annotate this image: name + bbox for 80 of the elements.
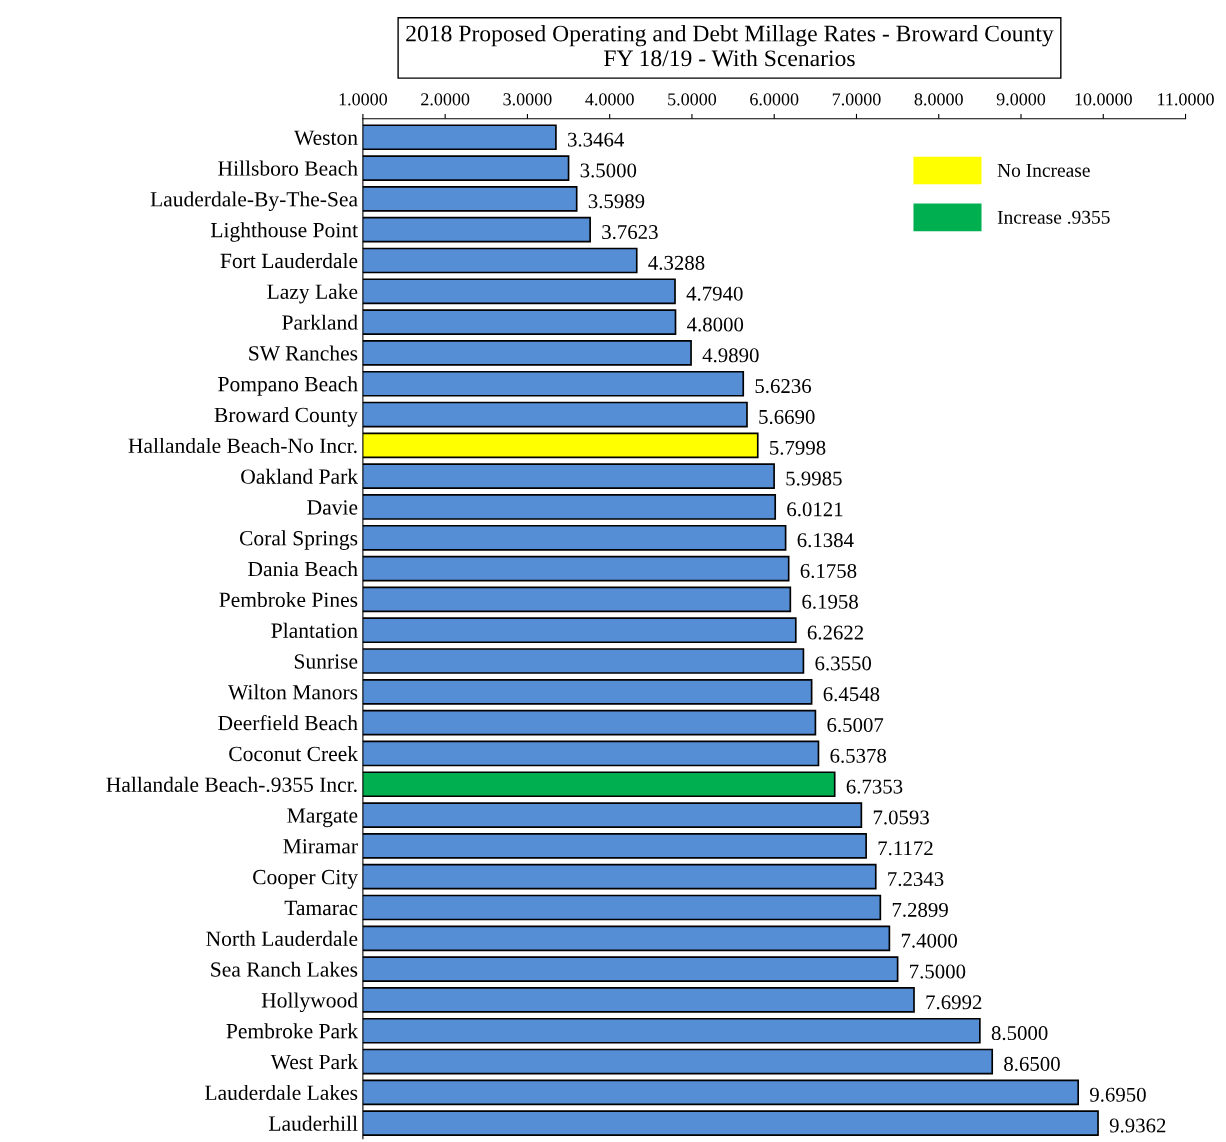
y-tick-label: Sunrise [294, 654, 358, 669]
data-label: 6.7353 [846, 779, 903, 794]
x-tick-label: 6.0000 [750, 93, 799, 106]
data-label: 6.0121 [787, 502, 843, 517]
data-label: 3.5989 [588, 194, 645, 209]
y-tick-label: Lighthouse Point [210, 222, 358, 242]
x-tick-label: 11.0000 [1158, 93, 1214, 106]
y-tick-label: Lauderdale-By-The-Sea [150, 191, 358, 211]
x-tick-label: 10.0000 [1075, 93, 1132, 106]
data-label: 6.5007 [827, 717, 884, 733]
x-tick-label: 9.0000 [996, 93, 1046, 106]
x-tick-label: 7.0000 [832, 93, 881, 106]
data-label: 6.3550 [815, 656, 872, 671]
data-label: 8.5000 [991, 1026, 1048, 1041]
y-tick-label: Miramar [283, 839, 358, 854]
y-tick-label: Margate [287, 808, 358, 828]
y-tick-label: Deerfield Beach [218, 714, 358, 731]
data-label: 7.0593 [873, 810, 929, 825]
y-tick-label: West Park [270, 1054, 359, 1070]
data-label: 5.9985 [786, 471, 842, 486]
data-label: 6.4548 [823, 687, 880, 702]
data-label: 7.6992 [926, 995, 982, 1010]
y-tick-label: Hallandale Beach-No Incr. [128, 437, 357, 454]
data-label: 5.7998 [770, 440, 826, 455]
y-tick-label: SW Ranches [249, 345, 358, 361]
data-label: 5.6236 [755, 379, 812, 394]
data-label: 8.6500 [1004, 1056, 1060, 1072]
y-tick-label: Pembroke Park [226, 1023, 359, 1039]
data-label: 5.6690 [759, 409, 815, 425]
y-tick-label: Cooper City [253, 869, 358, 889]
data-label: 7.2899 [892, 902, 948, 917]
data-label: 9.6950 [1089, 1087, 1146, 1102]
y-tick-label: Fort Lauderdale [220, 253, 358, 269]
x-tick-label: 3.0000 [503, 93, 552, 106]
y-tick-label: Weston [294, 130, 358, 146]
y-tick-label: Hollywood [261, 992, 358, 1013]
data-label: 4.7940 [686, 286, 743, 301]
y-tick-label: Coconut Creek [229, 745, 359, 762]
data-label: 7.1172 [878, 841, 933, 856]
y-tick-label: Oakland Park [241, 468, 359, 484]
y-tick-label: Plantation [271, 622, 358, 638]
y-tick-label: Wilton Manors [227, 684, 358, 700]
y-tick-label: Sea Ranch Lakes [211, 961, 358, 977]
data-label: 6.1758 [800, 563, 857, 579]
data-label: 6.1958 [802, 594, 858, 609]
legend-label: No Increase [997, 163, 1090, 177]
y-tick-label: Parkland [282, 314, 358, 330]
y-tick-label: Pembroke Pines [219, 591, 358, 608]
data-label: 3.3464 [568, 132, 624, 147]
data-label: 4.8000 [687, 317, 744, 332]
y-tick-label: Lauderdale Lakes [205, 1084, 358, 1101]
x-tick-label: 4.0000 [585, 93, 634, 106]
data-label: 4.9890 [702, 348, 759, 363]
data-label: 6.1384 [797, 533, 854, 548]
y-tick-label: Pompano Beach [218, 376, 358, 396]
y-tick-label: Lauderhill [268, 1115, 358, 1131]
data-label: 6.2622 [807, 625, 864, 640]
data-label: 9.9362 [1109, 1118, 1166, 1133]
data-label: 3.7623 [602, 225, 658, 240]
legend-label: Increase .9355 [997, 210, 1110, 224]
y-tick-label: Broward County [214, 407, 358, 427]
data-label: 4.3288 [648, 255, 705, 270]
data-label: 3.5000 [580, 163, 637, 178]
x-tick-label: 8.0000 [914, 93, 963, 106]
y-tick-label: Davie [307, 500, 358, 515]
x-tick-label: 2.0000 [421, 93, 470, 106]
y-tick-label: Dania Beach [248, 561, 358, 577]
y-tick-label: North Lauderdale [206, 930, 358, 946]
y-tick-label: Hillsboro Beach [218, 160, 358, 176]
x-tick-label: 1.0000 [339, 93, 388, 106]
data-label: 7.4000 [901, 933, 957, 948]
chart-title: 2018 Proposed Operating and Debt Millage Rates - Broward County FY 18/19 - With Scenarios [406, 24, 1054, 67]
y-tick-label: Coral Springs [239, 530, 358, 550]
data-label: 6.5378 [830, 748, 887, 763]
data-label: 7.5000 [910, 964, 966, 979]
y-tick-label: Hallandale Beach-.9355 Incr. [106, 776, 357, 793]
y-tick-label: Tamarac [284, 900, 358, 916]
data-label: 7.2343 [888, 872, 944, 887]
y-tick-label: Lazy Lake [267, 283, 358, 304]
x-tick-label: 5.0000 [668, 93, 717, 106]
